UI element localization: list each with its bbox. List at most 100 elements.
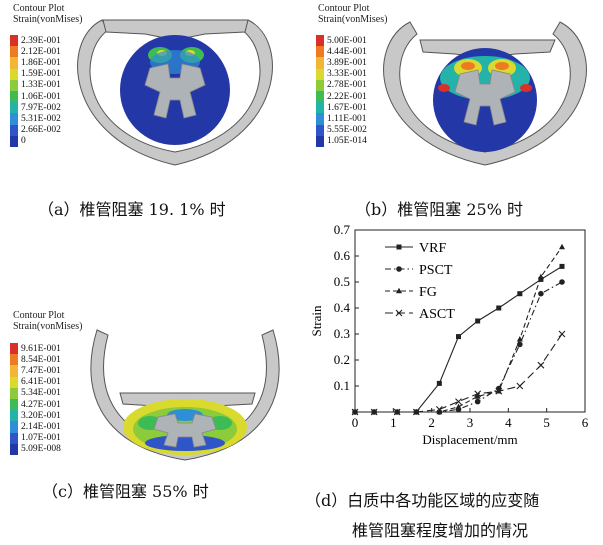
legend-label: 3.20E-001 (21, 410, 61, 421)
legend-label: 5.34E-001 (21, 388, 61, 399)
legend-label: 2.39E-001 (21, 35, 61, 46)
legend-label: 1.67E-001 (327, 102, 367, 113)
legend-swatch (316, 124, 324, 136)
data-point-psct (517, 341, 523, 348)
panel-a-grey-matter (144, 63, 206, 119)
legend-label: 5.31E-002 (21, 113, 61, 124)
data-point-asct (558, 330, 566, 338)
x-tick-label: 6 (582, 415, 589, 430)
legend-row: 3.89E-001 (316, 57, 367, 69)
panel-c-contour-image (90, 329, 280, 461)
panel-c-title-line1: Contour Plot (13, 310, 65, 321)
legend-swatch (10, 102, 18, 114)
panel-c-grey-matter (153, 413, 217, 448)
data-point-vrf (559, 263, 565, 269)
x-tick-label: 5 (543, 415, 550, 430)
legend-row: 4.27E-001 (10, 398, 61, 411)
legend-swatch (10, 365, 18, 377)
legend-row: 2.14E-001 (10, 421, 61, 433)
caption-b: （b）椎管阻塞 25% 时 (355, 200, 523, 219)
legend-label: 6.41E-001 (21, 377, 61, 388)
legend-row: 2.22E-001 (316, 90, 367, 103)
legend-marker-asct (395, 309, 403, 317)
legend-label: 1.06E-001 (21, 91, 61, 102)
legend-row: 2.39E-001 (10, 35, 61, 47)
y-tick-label: 0.7 (334, 222, 351, 237)
legend-label: 8.54E-001 (21, 354, 61, 365)
legend-row: 1.05E-014 (316, 135, 367, 147)
panel-c-title: Contour Plot Strain(vonMises) (13, 310, 82, 332)
legend-label: 7.97E-002 (21, 102, 61, 113)
legend-row: 3.20E-001 (10, 410, 61, 422)
legend-swatch (10, 68, 18, 80)
legend-label: 1.07E-001 (21, 433, 61, 444)
legend-label-fg: FG (419, 285, 437, 300)
x-tick-label: 3 (467, 415, 474, 430)
y-axis-label: Strain (309, 305, 324, 337)
y-tick-label: 0.1 (334, 378, 350, 393)
series-line-asct (355, 333, 563, 413)
y-tick-label: 0.5 (334, 274, 350, 289)
legend-row: 1.67E-001 (316, 102, 367, 114)
legend-row: 4.44E-001 (316, 46, 367, 58)
legend-row: 2.78E-001 (316, 79, 367, 91)
data-point-asct (455, 398, 462, 405)
legend-row: 5.34E-001 (10, 387, 61, 399)
legend-label: 1.59E-001 (21, 69, 61, 80)
y-tick-label: 0.3 (334, 326, 350, 341)
legend-row: 2.66E-002 (10, 124, 61, 136)
x-tick-label: 0 (352, 415, 359, 430)
series-line-psct (355, 281, 563, 413)
data-point-psct (474, 398, 481, 405)
legend-row: 1.11E-001 (316, 113, 367, 125)
legend-swatch (10, 421, 18, 433)
legend-label-vrf: VRF (419, 241, 446, 256)
data-point-fg (436, 408, 443, 415)
legend-label-psct: PSCT (419, 263, 453, 278)
legend-marker-fg (396, 287, 402, 294)
legend-row: 1.07E-001 (10, 432, 61, 444)
data-point-asct (412, 408, 420, 416)
legend-swatch (10, 57, 18, 69)
data-point-asct (370, 408, 378, 416)
legend-label-asct: ASCT (419, 307, 455, 322)
legend-row: 1.59E-001 (10, 68, 61, 80)
legend-swatch (10, 432, 18, 444)
legend-swatch (10, 354, 18, 366)
panel-c-title-line2: Strain(vonMises) (13, 321, 83, 332)
legend-row: 7.97E-002 (10, 102, 61, 114)
legend-swatch (316, 57, 324, 69)
legend-swatch (10, 387, 18, 399)
legend-swatch (10, 79, 18, 91)
legend-label: 0 (21, 136, 26, 147)
data-point-psct (538, 290, 544, 297)
data-point-asct (435, 406, 443, 413)
series-line-fg (355, 246, 563, 413)
panel-c: Contour Plot Strain(vonMises) 9.61E-001 8… (0, 305, 300, 465)
legend-swatch (10, 135, 18, 147)
legend-label: 7.47E-001 (21, 365, 61, 376)
legend-label: 2.78E-001 (327, 80, 367, 91)
legend-swatch (316, 46, 324, 58)
legend-swatch (10, 46, 18, 58)
legend-swatch (10, 35, 18, 47)
panel-b-title-line2: Strain(vonMises) (318, 14, 388, 25)
legend-label: 2.22E-001 (327, 91, 367, 102)
data-point-vrf (436, 380, 442, 386)
legend-label: 2.12E-001 (21, 46, 61, 57)
legend-label: 1.33E-001 (21, 80, 61, 91)
legend-row: 1.86E-001 (10, 57, 61, 69)
legend-label: 9.61E-001 (21, 343, 61, 354)
y-tick-label: 0.4 (334, 300, 351, 315)
legend-row: 0 (10, 135, 61, 147)
legend-swatch (316, 79, 324, 91)
data-point-vrf (496, 305, 502, 311)
panel-a-title-line2: Strain(vonMises) (13, 14, 83, 25)
panel-b-legend: 5.00E-001 4.44E-001 3.89E-001 3.33E-001 2.78… (316, 35, 367, 147)
legend-label: 2.66E-002 (21, 125, 61, 136)
caption-d-line2: 椎管阻塞程度增加的情况 (352, 521, 529, 540)
legend-label: 5.00E-001 (327, 35, 367, 46)
legend-swatch (10, 343, 18, 355)
x-tick-label: 2 (428, 415, 435, 430)
data-point-fg (537, 273, 544, 280)
